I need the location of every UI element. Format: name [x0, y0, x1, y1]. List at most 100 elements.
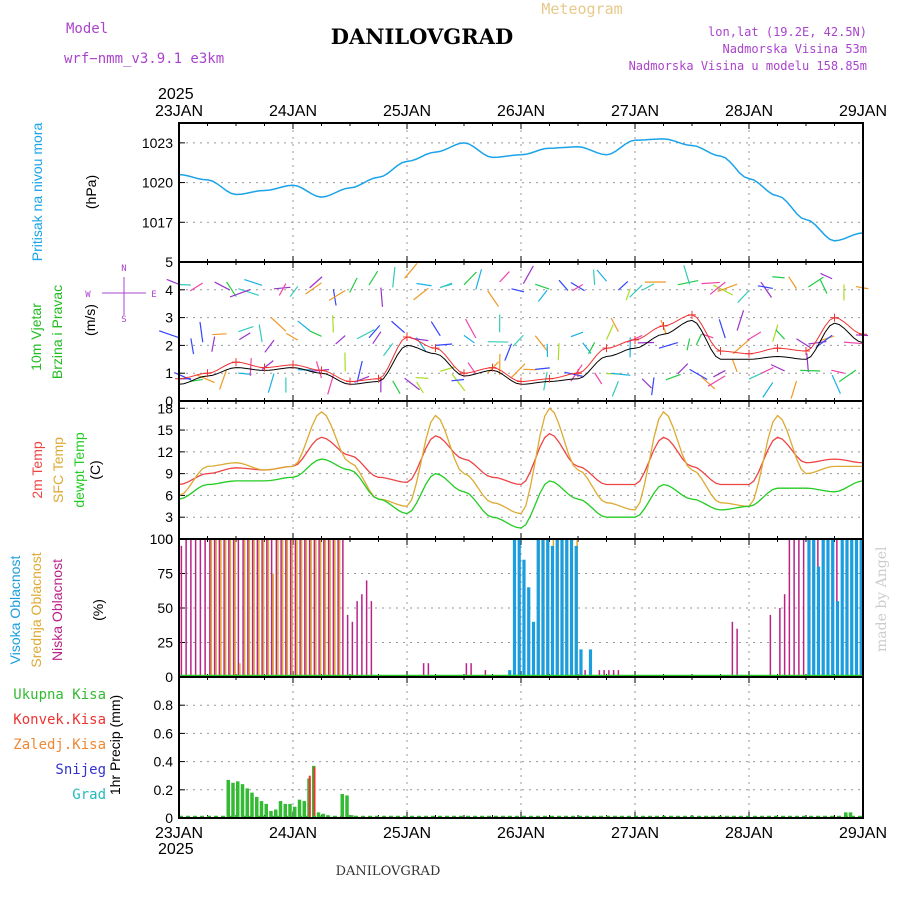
- wind-arrow: [451, 378, 465, 382]
- y-tick-label: 4: [165, 282, 173, 298]
- elevation: Nadmorska Visina 53m: [723, 42, 868, 56]
- panel-precip: 0 0.2 0.4 0.6 0.8: [154, 677, 864, 826]
- wind-arrow: [297, 320, 311, 332]
- wind-axis-title-1: 10m Vjetar: [28, 303, 44, 371]
- wind-arrow: [815, 334, 833, 349]
- wind-arrow: [709, 281, 726, 295]
- y-tick-label: 1: [165, 365, 173, 381]
- wind-arrow: [642, 283, 655, 291]
- wind-arrow: [689, 368, 708, 381]
- wind-arrow: [731, 359, 738, 373]
- high-cloud-bar: [555, 539, 559, 677]
- total-precip-bar: [259, 801, 264, 818]
- wind-arrow: [258, 324, 263, 343]
- wind-arrow: [701, 281, 720, 285]
- gust-marker: [289, 360, 297, 369]
- wind-arrow: [677, 279, 699, 286]
- wind-arrow: [707, 375, 726, 387]
- gust-marker: [232, 358, 240, 367]
- wind-arrow: [772, 324, 779, 342]
- wind-arrow: [775, 329, 786, 340]
- page-title: DANILOVGRAD: [331, 24, 513, 49]
- wind-arrow: [713, 369, 726, 378]
- wind-arrow: [535, 367, 550, 370]
- total-precip-bar: [345, 795, 349, 818]
- compass-w: W: [85, 290, 91, 300]
- wind-arrow: [368, 324, 381, 339]
- y-tick-label: 0: [165, 393, 173, 409]
- temp-axis-title-1: 2m Temp: [29, 441, 45, 499]
- temp-unit: (C): [87, 460, 103, 479]
- wind-arrow: [416, 337, 427, 352]
- y-tick-label: 1017: [142, 214, 173, 230]
- wind-arrow: [557, 343, 560, 361]
- precip-legend-item: Ukupna Kisa: [13, 687, 106, 703]
- high-cloud-bar: [565, 539, 569, 677]
- wind-arrow: [463, 334, 475, 344]
- wind-unit: (m/s): [82, 304, 98, 336]
- wind-arrow: [475, 269, 483, 290]
- total-precip-bar: [340, 794, 344, 818]
- wind-arrow: [289, 285, 299, 298]
- wind-arrow: [404, 262, 418, 279]
- wind-arrow: [537, 289, 548, 302]
- wind-arrow: [349, 277, 358, 293]
- wind-arrow: [788, 276, 798, 289]
- y-tick-label: 0.4: [154, 754, 174, 770]
- wind-arrow: [416, 282, 432, 287]
- wind-arrow: [166, 278, 180, 285]
- wind-arrow: [356, 329, 375, 340]
- high-cloud-bar: [831, 539, 835, 677]
- wind-arrow: [558, 279, 569, 291]
- gust-marker: [403, 333, 411, 342]
- total-precip-bar: [240, 784, 245, 818]
- wind-arrow: [746, 331, 762, 341]
- footer-title: DANILOVGRAD: [336, 864, 441, 879]
- wind-arrow: [605, 324, 614, 340]
- wind-axis-title-2: Brzina i Pravac: [49, 285, 65, 379]
- wind-arrow: [440, 366, 456, 372]
- wind-arrow: [665, 373, 681, 381]
- total-precip-bar: [250, 792, 254, 818]
- wind-arrow: [757, 285, 773, 289]
- total-precip-bar: [231, 782, 235, 818]
- time-label-top: 29JAN: [839, 103, 887, 120]
- y-tick-label: 15: [157, 422, 173, 438]
- high-cloud-bar: [588, 649, 593, 677]
- high-cloud-bar: [569, 539, 574, 677]
- wind-arrow: [328, 290, 346, 301]
- gust-marker: [346, 377, 354, 386]
- wind-arrow: [770, 364, 785, 372]
- wind-arrow: [214, 281, 230, 291]
- wind-arrow: [404, 377, 420, 391]
- wind-arrow: [592, 269, 596, 285]
- wind-arrow: [713, 284, 733, 296]
- compass-e: E: [151, 290, 156, 300]
- wind-arrow: [435, 343, 453, 346]
- high-cloud-bar: [840, 539, 844, 677]
- time-label-bottom: 29JAN: [839, 825, 887, 842]
- total-precip-bar: [236, 781, 240, 818]
- panels: 1017102010230123450369121518025507510000…: [142, 122, 869, 826]
- total-precip-bar: [297, 799, 302, 818]
- y-tick-label: 1020: [142, 175, 173, 191]
- wind-arrow: [629, 284, 643, 298]
- wind-arrow: [511, 288, 525, 293]
- panel-temperature: 0 3 6 9 12 15 18: [157, 400, 864, 547]
- high-cloud-bar: [816, 566, 821, 677]
- wind-arrow: [499, 271, 510, 283]
- gust-marker: [773, 344, 782, 353]
- wind-arrow: [467, 362, 477, 375]
- gust-marker: [203, 369, 212, 378]
- wind-arrow: [683, 265, 691, 285]
- temp-axis-title-3: dewpt Temp: [71, 432, 87, 507]
- wind-arrow: [808, 276, 824, 288]
- wind-arrow: [838, 369, 857, 383]
- y-tick-label: 0: [165, 810, 173, 826]
- high-cloud-bar: [517, 539, 521, 677]
- wind-arrow: [718, 319, 726, 339]
- time-label-top: 26JAN: [497, 103, 545, 120]
- total-precip-bar: [264, 803, 268, 818]
- panel-wind: 0 1 2 3 4 5: [158, 254, 869, 409]
- precip-legend-item: Zaledj.Kisa: [13, 737, 106, 753]
